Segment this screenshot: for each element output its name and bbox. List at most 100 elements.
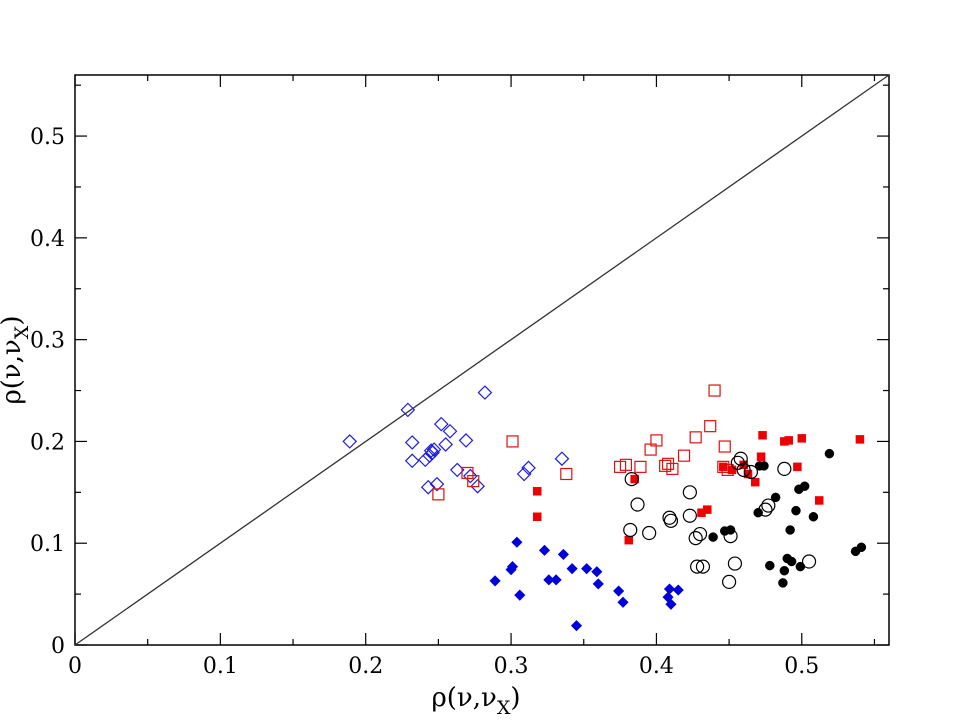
data-point-diamond-filled: [617, 596, 629, 608]
data-point-diamond-open: [433, 416, 449, 432]
data-point-square-filled: [855, 435, 865, 444]
data-point-square-open: [704, 420, 717, 433]
data-point-circle-open: [736, 462, 751, 478]
plot-frame: [74, 74, 890, 646]
data-point-diamond-filled: [543, 574, 555, 586]
x-tick-label: 0.3: [494, 654, 529, 679]
data-point-circle-open: [623, 522, 638, 538]
x-axis-title: ρ(ν,νX): [432, 683, 521, 719]
x-tick-label: 0.4: [639, 654, 674, 679]
data-point-square-filled: [719, 462, 728, 472]
data-point-diamond-open: [400, 402, 416, 418]
data-point-square-filled: [814, 496, 824, 505]
data-point-circle-open: [801, 554, 817, 569]
data-point-square-open: [666, 462, 679, 476]
data-point-diamond-open: [438, 437, 454, 452]
data-point-square-filled: [793, 462, 802, 472]
data-point-diamond-filled: [613, 585, 625, 597]
data-point-circle-filled: [753, 507, 763, 518]
data-point-square-open: [718, 440, 731, 453]
data-point-square-open: [659, 459, 672, 472]
data-point-diamond-filled: [665, 598, 677, 610]
data-point-circle-open: [682, 508, 697, 523]
data-point-diamond-open: [426, 442, 442, 457]
data-point-square-filled: [703, 505, 712, 514]
data-point-diamond-open: [470, 478, 485, 494]
data-point-diamond-open: [463, 468, 478, 484]
y-tick-label: 0.4: [30, 227, 65, 252]
data-point-circle-filled: [708, 532, 718, 542]
data-point-square-filled: [751, 477, 760, 487]
data-point-circle-filled: [824, 448, 835, 459]
data-point-diamond-filled: [566, 563, 578, 575]
data-point-circle-filled: [786, 556, 797, 567]
data-point-circle-open: [777, 461, 792, 477]
data-point-circle-filled: [725, 525, 736, 535]
plot-area: 0 0.1 0.2 0.3 0.4 0.5 0 0.1 0.2 0.3 0.4 0.5: [30, 74, 890, 679]
data-point-diamond-open: [458, 433, 474, 448]
data-point-circle-open: [624, 471, 639, 487]
y-tick-label: 0.5: [30, 125, 65, 150]
data-point-diamond-open: [516, 466, 532, 482]
data-point-diamond-open: [417, 452, 433, 468]
data-point-circle-open: [630, 497, 645, 512]
data-point-diamond-filled: [511, 536, 523, 548]
data-point-diamond-open: [554, 451, 570, 467]
data-point-circle-filled: [765, 560, 775, 571]
data-point-square-open: [619, 458, 633, 471]
data-point-diamond-open: [404, 435, 420, 450]
data-point-square-open: [560, 467, 573, 481]
data-point-diamond-filled: [550, 574, 562, 586]
data-point-square-open: [506, 435, 519, 448]
data-point-diamond-filled: [570, 620, 583, 632]
y-tick-label: 0.1: [30, 532, 65, 557]
data-point-circle-filled: [791, 505, 801, 516]
x-tick-label: 0.2: [348, 654, 383, 679]
y-tick-label: 0: [51, 634, 65, 659]
data-point-square-open: [467, 475, 480, 488]
data-point-diamond-filled: [557, 548, 569, 560]
data-point-diamond-open: [404, 453, 420, 469]
data-point-circle-open: [682, 485, 697, 500]
x-tick-label: 0.5: [784, 654, 819, 679]
data-point-diamond-open: [420, 479, 436, 495]
data-point-circle-open: [688, 531, 703, 546]
data-point-square-filled: [624, 535, 634, 545]
data-point-circle-filled: [759, 461, 769, 471]
data-point-square-filled: [532, 487, 542, 496]
reference-line: [74, 74, 890, 646]
data-point-circle-open: [662, 510, 677, 525]
data-point-circle-open: [727, 556, 743, 571]
data-point-circle-filled: [770, 492, 781, 503]
data-point-square-filled: [784, 436, 793, 445]
data-point-circle-filled: [799, 481, 810, 491]
data-point-diamond-filled: [581, 563, 593, 575]
data-point-circle-open: [733, 451, 748, 466]
data-point-diamond-open: [442, 423, 458, 439]
data-point-diamond-filled: [514, 589, 526, 601]
data-point-square-open: [708, 384, 721, 397]
data-point-circle-filled: [808, 512, 819, 522]
data-point-diamond-open: [429, 476, 445, 492]
data-point-circle-filled: [785, 525, 795, 535]
data-point-diamond-open: [477, 385, 493, 400]
data-point-diamond-filled: [489, 575, 501, 587]
data-point-circle-open: [690, 559, 705, 574]
data-point-circle-open: [695, 559, 711, 574]
y-tick-label: 0.3: [30, 329, 65, 354]
data-point-circle-filled: [779, 565, 790, 576]
data-point-circle-open: [722, 574, 737, 589]
data-point-circle-filled: [795, 561, 806, 572]
data-point-diamond-filled: [672, 584, 684, 596]
data-point-circle-open: [642, 525, 657, 541]
data-point-square-filled: [758, 431, 767, 440]
data-point-diamond-filled: [663, 583, 676, 595]
x-tick-label: 0: [68, 654, 82, 679]
data-point-diamond-filled: [592, 578, 604, 590]
data-point-circle-filled: [778, 578, 788, 588]
x-tick-label: 0.1: [203, 654, 238, 679]
data-point-circle-filled: [856, 542, 867, 553]
data-point-circle-open: [730, 455, 745, 470]
data-point-circle-open: [692, 526, 708, 542]
